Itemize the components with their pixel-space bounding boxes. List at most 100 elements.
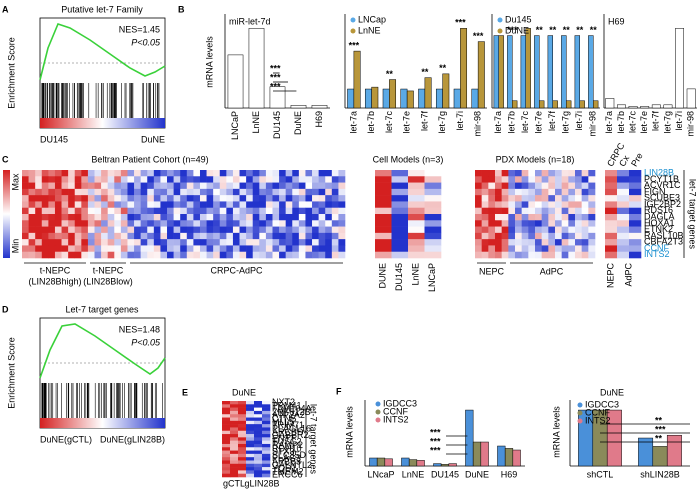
heatmap-cell xyxy=(629,182,642,190)
x-tick-label: let-7f xyxy=(651,111,661,132)
heatmap-cell xyxy=(254,404,263,408)
gene-label: ACVR1C xyxy=(644,180,681,190)
bar xyxy=(248,28,265,109)
heatmap-cell xyxy=(605,214,618,221)
heatmap-cell xyxy=(548,214,556,221)
heatmap-cell xyxy=(246,440,255,445)
heatmap-cell xyxy=(222,473,231,478)
heatmap-cell xyxy=(153,214,161,221)
heatmap-cell xyxy=(252,214,260,221)
heatmap-cell xyxy=(292,220,300,227)
heatmap-cell xyxy=(588,176,596,183)
heatmap-cell xyxy=(222,460,231,465)
heatmap-cell xyxy=(147,207,155,215)
heatmap-cell xyxy=(488,239,496,246)
heatmap-cell xyxy=(292,195,300,202)
heatmap-cell xyxy=(147,232,155,240)
heatmap-cell xyxy=(375,245,392,253)
heatmap-cell xyxy=(298,195,306,202)
heatmap-cell xyxy=(588,170,596,177)
heatmap-cell xyxy=(521,220,529,227)
heatmap-cell xyxy=(617,214,630,221)
heatmap-cell xyxy=(28,239,36,246)
heatmap-cell xyxy=(617,245,630,253)
left-label: DU145 xyxy=(40,134,68,144)
legend-label: IGDCC3 xyxy=(383,398,417,408)
heatmap-cell xyxy=(153,226,161,234)
heatmap-cell xyxy=(134,201,141,209)
heatmap-cell xyxy=(279,232,286,240)
heatmap-cell xyxy=(68,239,76,246)
heatmap-cell xyxy=(230,473,239,478)
heatmap-cell xyxy=(475,226,482,234)
heatmap-cell xyxy=(475,214,482,221)
heatmap-cell xyxy=(279,207,286,215)
heatmap-cell xyxy=(617,195,630,202)
heatmap-cell xyxy=(153,232,161,240)
heatmap-cell xyxy=(153,195,161,202)
heatmap-cell xyxy=(173,220,181,227)
heatmap-cell xyxy=(186,176,194,183)
heatmap-cell xyxy=(246,457,255,461)
heatmap-cell xyxy=(272,245,280,253)
heatmap-cell xyxy=(147,195,155,202)
heatmap-cell xyxy=(252,176,260,183)
heatmap-cell xyxy=(481,182,489,190)
heatmap-cell xyxy=(54,214,62,221)
heatmap-cell xyxy=(114,232,122,240)
heatmap-cell xyxy=(285,170,293,177)
chart-title: DuNE xyxy=(600,387,624,397)
column-label: gCTL xyxy=(223,478,245,488)
heatmap-cell xyxy=(375,207,392,215)
heatmap-cell xyxy=(605,176,618,183)
heatmap-cell xyxy=(127,239,135,246)
heatmap-cell xyxy=(515,207,522,215)
heatmap-cell xyxy=(408,245,425,253)
bar xyxy=(460,28,468,109)
heatmap-cell xyxy=(501,195,509,202)
heatmap-cell xyxy=(391,201,409,209)
heatmap-cell xyxy=(254,443,263,448)
heatmap-cell xyxy=(617,226,630,234)
heatmap-cell xyxy=(127,251,135,259)
heatmap-cell xyxy=(548,207,556,215)
heatmap-cell xyxy=(193,251,201,259)
heatmap-cell xyxy=(160,245,168,253)
heatmap-cell xyxy=(74,188,82,196)
heatmap-cell xyxy=(292,188,300,196)
heatmap-cell xyxy=(28,188,36,196)
gene-label: PLAG3 xyxy=(272,453,301,463)
heatmap-cell xyxy=(588,251,596,259)
heatmap-cell xyxy=(48,195,56,202)
group-label: NEPC xyxy=(479,266,505,276)
heatmap-cell xyxy=(298,232,306,240)
heatmap-cell xyxy=(107,251,115,259)
heatmap-cell xyxy=(206,188,214,196)
heatmap-cell xyxy=(338,251,346,259)
heatmap-cell xyxy=(318,182,326,190)
significance: *** xyxy=(655,424,666,434)
x-tick-label: LnNE xyxy=(402,469,425,479)
heatmap-cell xyxy=(199,239,207,246)
heatmap-cell xyxy=(167,176,174,183)
heatmap-cell xyxy=(475,220,482,227)
heatmap-cell xyxy=(28,182,36,190)
bar xyxy=(472,441,482,467)
heatmap-cell xyxy=(312,170,319,177)
bar xyxy=(663,104,673,109)
heatmap-cell xyxy=(246,201,254,209)
heatmap-cell xyxy=(232,195,240,202)
heatmap-cell xyxy=(101,214,108,221)
heatmap-cell xyxy=(259,182,267,190)
heatmap-cell xyxy=(254,450,263,455)
heatmap-cell xyxy=(120,188,128,196)
heatmap-cell xyxy=(312,207,319,215)
heatmap-cell xyxy=(239,195,247,202)
significance: ** xyxy=(549,25,557,35)
heatmap-cell xyxy=(41,188,49,196)
heatmap-cell xyxy=(199,176,207,183)
bar xyxy=(628,106,638,109)
heatmap-cell xyxy=(22,176,29,183)
heatmap-cell xyxy=(219,245,227,253)
heatmap-cell xyxy=(568,214,576,221)
